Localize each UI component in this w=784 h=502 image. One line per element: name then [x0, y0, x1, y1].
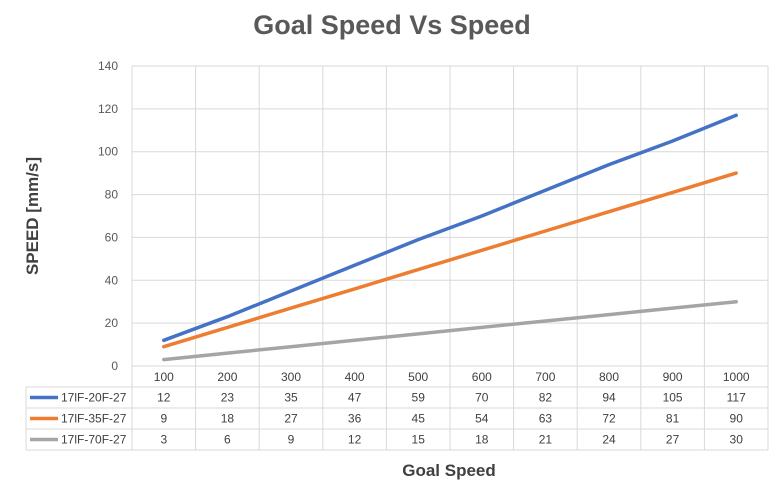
data-label: 63 [539, 412, 553, 426]
legend-entry: 17lF-20F-27 [61, 391, 127, 405]
legend-entry: 17lF-35F-27 [61, 412, 127, 426]
y-tick-label: 60 [105, 230, 119, 244]
data-label: 6 [224, 433, 231, 447]
data-label: 24 [602, 433, 616, 447]
data-label: 12 [157, 391, 171, 405]
x-tick-label: 800 [599, 370, 619, 384]
data-label: 81 [666, 412, 680, 426]
data-label: 27 [284, 412, 298, 426]
x-tick-label: 200 [217, 370, 237, 384]
data-label: 82 [539, 391, 553, 405]
grid [131, 65, 769, 366]
data-table: 100 200 300 400 500 600 700 800 900 1000 17lF-20F-… [25, 365, 769, 451]
data-label: 94 [602, 391, 616, 405]
y-tick-label: 20 [105, 316, 119, 330]
data-label: 15 [412, 433, 426, 447]
data-label: 45 [412, 412, 426, 426]
x-tick-label: 300 [281, 370, 301, 384]
data-label: 70 [475, 391, 489, 405]
y-axis-title: SPEED [mm/s] [23, 157, 42, 275]
data-label: 9 [288, 433, 295, 447]
data-label: 72 [602, 412, 616, 426]
data-label: 9 [160, 412, 167, 426]
x-tick-label: 900 [663, 370, 683, 384]
y-tick-label: 40 [105, 273, 119, 287]
data-label: 90 [730, 412, 744, 426]
data-label: 3 [160, 433, 167, 447]
data-label: 27 [666, 433, 680, 447]
x-tick-label: 700 [535, 370, 555, 384]
series-line-2 [162, 171, 738, 349]
data-label: 23 [221, 391, 235, 405]
data-label: 36 [348, 412, 362, 426]
y-tick-label: 0 [111, 359, 118, 373]
series-line-1 [162, 113, 738, 343]
data-label: 35 [284, 391, 298, 405]
x-tick-label: 100 [154, 370, 174, 384]
series-lines [162, 113, 738, 362]
x-tick-label: 500 [408, 370, 428, 384]
data-label: 47 [348, 391, 362, 405]
legend-entry: 17lF-70F-27 [61, 433, 127, 447]
y-tick-label: 100 [98, 145, 118, 159]
y-tick-label: 80 [105, 188, 119, 202]
data-label: 18 [475, 433, 489, 447]
data-label: 21 [539, 433, 553, 447]
series-line-3 [162, 299, 738, 362]
y-axis-ticks: 0 20 40 60 80 100 120 140 [98, 59, 118, 373]
x-axis-title: Goal Speed [402, 461, 496, 480]
data-label: 18 [221, 412, 235, 426]
y-tick-label: 140 [98, 59, 118, 73]
data-label: 117 [727, 391, 746, 405]
data-label: 59 [412, 391, 426, 405]
y-tick-label: 120 [98, 102, 118, 116]
data-label: 30 [730, 433, 744, 447]
x-tick-label: 1000 [723, 370, 750, 384]
data-label: 12 [348, 433, 362, 447]
x-tick-label: 600 [472, 370, 492, 384]
data-label: 54 [475, 412, 489, 426]
x-tick-label: 400 [345, 370, 365, 384]
data-label: 105 [663, 391, 683, 405]
chart-title: Goal Speed Vs Speed [253, 10, 531, 40]
